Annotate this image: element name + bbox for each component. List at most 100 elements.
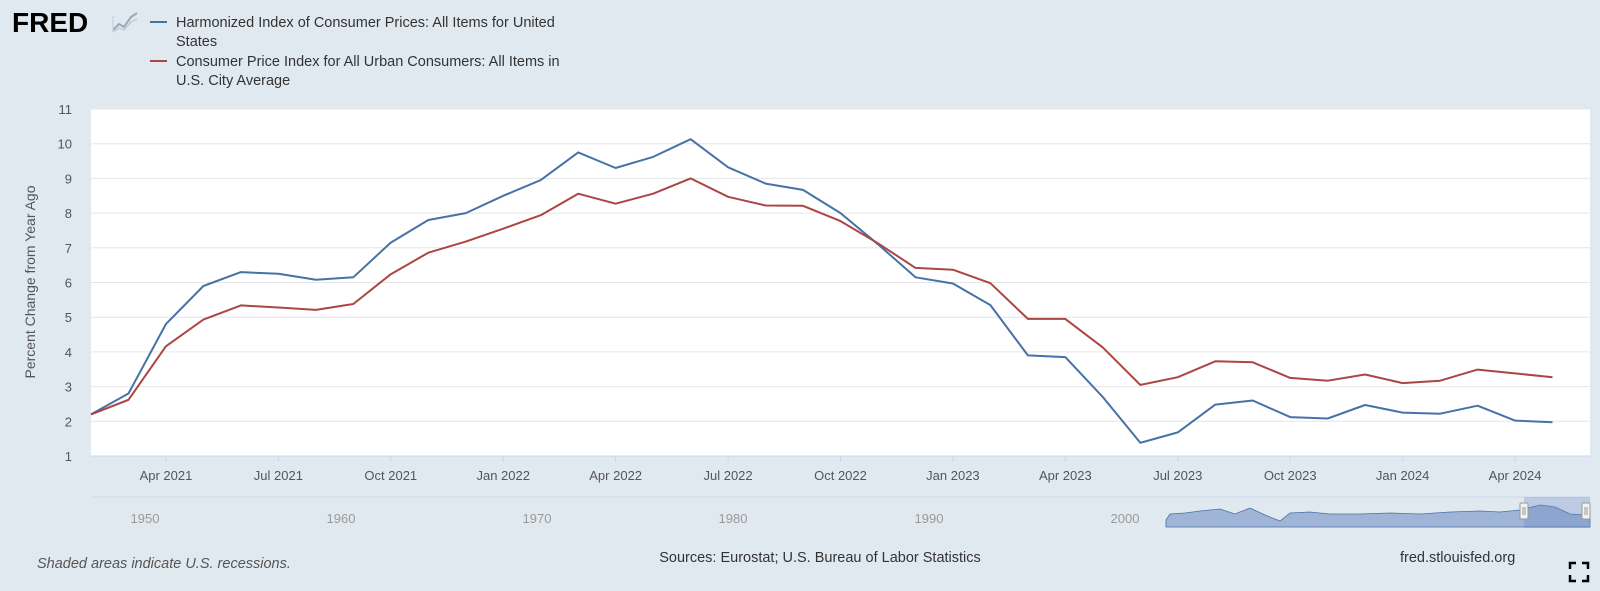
data-point-cpi[interactable] (613, 201, 619, 207)
data-point-cpi[interactable] (1512, 370, 1518, 376)
data-point-hicp[interactable] (388, 240, 394, 246)
data-point-hicp[interactable] (463, 210, 469, 216)
data-point-cpi[interactable] (1287, 375, 1293, 381)
data-point-cpi[interactable] (688, 175, 694, 181)
data-point-hicp[interactable] (1062, 354, 1068, 360)
data-point-cpi[interactable] (1025, 316, 1031, 322)
data-point-hicp[interactable] (1025, 352, 1031, 358)
navigator-year-label: 1980 (719, 511, 748, 526)
data-point-hicp[interactable] (275, 271, 281, 277)
data-point-cpi[interactable] (838, 218, 844, 224)
x-tick-label: Jul 2023 (1153, 468, 1202, 483)
data-point-cpi[interactable] (1250, 359, 1256, 365)
data-point-hicp[interactable] (950, 281, 956, 287)
data-point-hicp[interactable] (613, 165, 619, 171)
data-point-hicp[interactable] (1400, 410, 1406, 416)
data-point-hicp[interactable] (425, 217, 431, 223)
legend-item-hicp[interactable]: Harmonized Index of Consumer Prices: All… (150, 15, 559, 50)
data-point-hicp[interactable] (1212, 402, 1218, 408)
y-tick-label: 10 (58, 137, 72, 152)
data-point-hicp[interactable] (1137, 440, 1143, 446)
data-point-cpi[interactable] (1362, 371, 1368, 377)
data-point-hicp[interactable] (987, 302, 993, 308)
navigator-year-label: 2000 (1111, 511, 1140, 526)
data-point-cpi[interactable] (1100, 344, 1106, 350)
data-point-hicp[interactable] (350, 274, 356, 280)
data-point-hicp[interactable] (1362, 402, 1368, 408)
fred-logo[interactable]: FRED (12, 7, 138, 38)
data-point-hicp[interactable] (575, 149, 581, 155)
data-point-cpi[interactable] (275, 304, 281, 310)
data-point-cpi[interactable] (912, 265, 918, 271)
data-point-hicp[interactable] (838, 210, 844, 216)
series-line-hicp[interactable] (90, 138, 1553, 444)
data-point-hicp[interactable] (1512, 418, 1518, 424)
data-point-cpi[interactable] (88, 411, 94, 417)
data-point-hicp[interactable] (500, 193, 506, 199)
data-point-cpi[interactable] (1325, 378, 1331, 384)
fullscreen-icon[interactable] (1568, 561, 1590, 583)
data-point-cpi[interactable] (238, 302, 244, 308)
data-point-cpi[interactable] (1212, 358, 1218, 364)
y-tick-label: 3 (65, 380, 72, 395)
x-tick-label: Apr 2021 (140, 468, 193, 483)
data-point-cpi[interactable] (1400, 380, 1406, 386)
data-point-cpi[interactable] (1175, 374, 1181, 380)
fred-logo-text: FRED (12, 7, 88, 38)
data-point-cpi[interactable] (425, 250, 431, 256)
data-point-cpi[interactable] (987, 280, 993, 286)
data-point-hicp[interactable] (1475, 403, 1481, 409)
data-point-hicp[interactable] (313, 277, 319, 283)
data-point-cpi[interactable] (388, 271, 394, 277)
data-point-hicp[interactable] (912, 274, 918, 280)
data-point-cpi[interactable] (1062, 316, 1068, 322)
data-point-cpi[interactable] (1137, 382, 1143, 388)
data-point-cpi[interactable] (463, 239, 469, 245)
data-point-cpi[interactable] (1550, 374, 1556, 380)
data-point-cpi[interactable] (800, 203, 806, 209)
navigator-handle-right[interactable] (1581, 502, 1591, 520)
data-point-hicp[interactable] (538, 177, 544, 183)
data-point-cpi[interactable] (725, 194, 731, 200)
range-navigator[interactable]: 19501960197019801990200020102020 (91, 496, 1591, 528)
data-point-cpi[interactable] (575, 191, 581, 197)
data-point-hicp[interactable] (1100, 394, 1106, 400)
data-point-cpi[interactable] (200, 317, 206, 323)
data-point-hicp[interactable] (725, 164, 731, 170)
data-point-hicp[interactable] (1325, 416, 1331, 422)
x-tick-label: Oct 2022 (814, 468, 867, 483)
navigator-handle-left[interactable] (1519, 502, 1529, 520)
navigator-year-label: 1970 (523, 511, 552, 526)
data-point-hicp[interactable] (1175, 429, 1181, 435)
data-point-hicp[interactable] (1250, 397, 1256, 403)
data-point-cpi[interactable] (163, 343, 169, 349)
data-point-hicp[interactable] (650, 154, 656, 160)
data-point-hicp[interactable] (1437, 411, 1443, 417)
data-point-hicp[interactable] (688, 136, 694, 142)
navigator-selection[interactable] (1524, 497, 1590, 528)
data-point-cpi[interactable] (650, 191, 656, 197)
data-point-hicp[interactable] (200, 283, 206, 289)
data-point-hicp[interactable] (1287, 414, 1293, 420)
data-point-hicp[interactable] (1550, 419, 1556, 425)
data-point-cpi[interactable] (538, 212, 544, 218)
data-point-hicp[interactable] (763, 181, 769, 187)
x-tick-label: Apr 2024 (1489, 468, 1542, 483)
data-point-cpi[interactable] (125, 397, 131, 403)
data-point-hicp[interactable] (163, 321, 169, 327)
legend-item-cpi[interactable]: Consumer Price Index for All Urban Consu… (150, 54, 564, 89)
data-point-cpi[interactable] (1437, 378, 1443, 384)
data-point-cpi[interactable] (350, 301, 356, 307)
data-point-cpi[interactable] (313, 307, 319, 313)
data-point-hicp[interactable] (238, 269, 244, 275)
data-point-hicp[interactable] (800, 187, 806, 193)
data-point-cpi[interactable] (875, 240, 881, 246)
series-line-cpi[interactable] (90, 177, 1553, 416)
data-point-cpi[interactable] (763, 202, 769, 208)
data-point-cpi[interactable] (1475, 367, 1481, 373)
site-link[interactable]: fred.stlouisfed.org (1400, 550, 1515, 566)
data-point-cpi[interactable] (500, 226, 506, 232)
data-point-cpi[interactable] (950, 267, 956, 273)
y-tick-label: 11 (59, 102, 73, 117)
y-axis-ticks: 1 2 3 4 5 6 7 8 9 10 11 (58, 102, 72, 464)
